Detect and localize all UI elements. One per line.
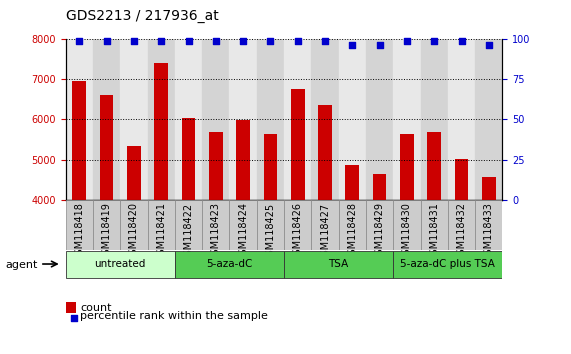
- Text: GSM118427: GSM118427: [320, 202, 330, 262]
- Bar: [202, 200, 230, 250]
- Text: GSM118431: GSM118431: [429, 202, 439, 261]
- Bar: [284, 200, 311, 250]
- Bar: [264, 133, 278, 354]
- Bar: [66, 200, 93, 250]
- Bar: [93, 39, 120, 200]
- Bar: [257, 200, 284, 250]
- Point: [102, 38, 111, 44]
- Bar: [66, 251, 175, 278]
- Point: [156, 38, 166, 44]
- Text: GSM118424: GSM118424: [238, 202, 248, 262]
- Text: GSM118421: GSM118421: [156, 202, 166, 262]
- Point: [484, 42, 493, 48]
- Text: GSM118423: GSM118423: [211, 202, 221, 262]
- Text: GSM118418: GSM118418: [74, 202, 85, 261]
- Bar: [202, 39, 230, 200]
- Point: [429, 38, 439, 44]
- Bar: [393, 251, 502, 278]
- Bar: [421, 39, 448, 200]
- Point: [211, 38, 220, 44]
- Bar: [175, 39, 202, 200]
- Bar: [393, 200, 421, 250]
- Bar: [120, 39, 147, 200]
- Bar: [311, 200, 339, 250]
- Point: [293, 38, 302, 44]
- Point: [75, 38, 84, 44]
- Bar: [120, 200, 147, 250]
- Bar: [373, 174, 387, 354]
- Bar: [482, 177, 496, 354]
- Bar: [421, 200, 448, 250]
- Text: GDS2213 / 217936_at: GDS2213 / 217936_at: [66, 9, 219, 23]
- Point: [130, 38, 139, 44]
- Bar: [475, 200, 502, 250]
- Point: [184, 38, 193, 44]
- Text: percentile rank within the sample: percentile rank within the sample: [80, 311, 268, 321]
- Point: [266, 38, 275, 44]
- Point: [403, 38, 412, 44]
- Bar: [448, 200, 475, 250]
- Bar: [230, 200, 257, 250]
- Bar: [175, 200, 202, 250]
- Text: TSA: TSA: [328, 259, 349, 269]
- Bar: [209, 132, 223, 354]
- Bar: [154, 63, 168, 354]
- Bar: [284, 39, 311, 200]
- Bar: [318, 105, 332, 354]
- Bar: [455, 159, 468, 354]
- Bar: [366, 39, 393, 200]
- Bar: [236, 120, 250, 354]
- Text: GSM118425: GSM118425: [266, 202, 275, 262]
- Bar: [345, 165, 359, 354]
- Bar: [291, 89, 304, 354]
- Bar: [475, 39, 502, 200]
- Bar: [182, 118, 195, 354]
- Bar: [93, 200, 120, 250]
- Text: GSM118429: GSM118429: [375, 202, 385, 262]
- Text: count: count: [80, 303, 111, 313]
- Bar: [147, 39, 175, 200]
- Text: GSM118420: GSM118420: [129, 202, 139, 262]
- Point: [69, 315, 78, 321]
- Text: 5-aza-dC: 5-aza-dC: [206, 259, 252, 269]
- Point: [457, 38, 466, 44]
- Point: [320, 38, 329, 44]
- Point: [348, 42, 357, 48]
- Text: agent: agent: [6, 260, 38, 270]
- Bar: [393, 39, 421, 200]
- Text: GSM118432: GSM118432: [457, 202, 467, 262]
- Text: GSM118422: GSM118422: [183, 202, 194, 262]
- Bar: [311, 39, 339, 200]
- Text: untreated: untreated: [95, 259, 146, 269]
- Bar: [339, 200, 366, 250]
- Bar: [428, 132, 441, 354]
- Point: [375, 42, 384, 48]
- Bar: [127, 145, 140, 354]
- Bar: [284, 251, 393, 278]
- Point: [239, 38, 248, 44]
- Bar: [147, 200, 175, 250]
- Bar: [73, 81, 86, 354]
- Bar: [366, 200, 393, 250]
- Text: GSM118433: GSM118433: [484, 202, 494, 261]
- Bar: [339, 39, 366, 200]
- Bar: [66, 39, 93, 200]
- Bar: [448, 39, 475, 200]
- Text: GSM118428: GSM118428: [347, 202, 357, 262]
- Text: GSM118426: GSM118426: [293, 202, 303, 262]
- Bar: [400, 133, 414, 354]
- Bar: [230, 39, 257, 200]
- Bar: [175, 251, 284, 278]
- Bar: [100, 95, 114, 354]
- Text: GSM118419: GSM118419: [102, 202, 111, 261]
- Text: GSM118430: GSM118430: [402, 202, 412, 261]
- Bar: [257, 39, 284, 200]
- Text: 5-aza-dC plus TSA: 5-aza-dC plus TSA: [400, 259, 495, 269]
